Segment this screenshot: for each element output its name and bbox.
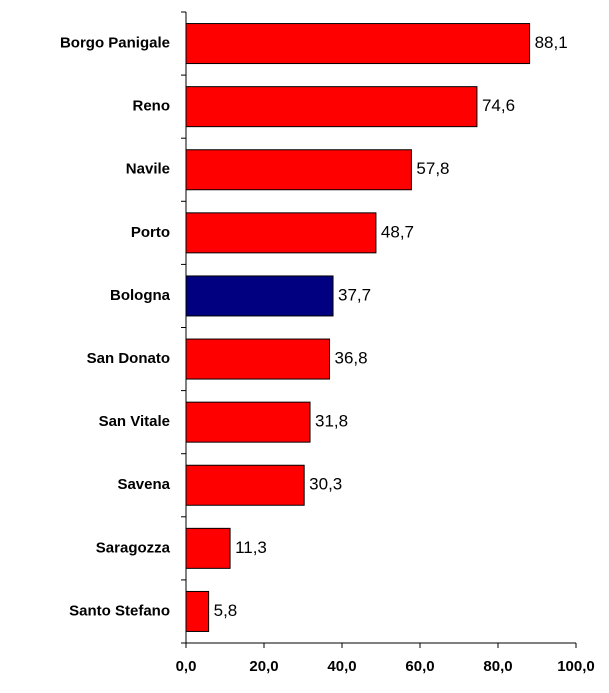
- category-label: Santo Stefano: [69, 602, 170, 619]
- bar: [185, 149, 412, 191]
- bar: [185, 464, 305, 506]
- value-label: 31,8: [315, 412, 348, 431]
- category-label: Reno: [133, 98, 171, 115]
- x-tick-label: 0,0: [176, 658, 197, 675]
- x-tick-label: 60,0: [405, 658, 434, 675]
- bar: [185, 590, 210, 632]
- category-label: Borgo Panigale: [60, 35, 170, 52]
- value-label: 5,8: [214, 601, 238, 620]
- bar: [185, 401, 311, 443]
- category-label: Savena: [117, 476, 170, 493]
- category-label: Navile: [126, 161, 170, 178]
- bar: [185, 86, 478, 128]
- value-label: 11,3: [235, 538, 267, 557]
- value-label: 30,3: [309, 475, 342, 494]
- value-label: 74,6: [482, 96, 515, 115]
- value-label: 57,8: [416, 159, 449, 178]
- value-label: 88,1: [535, 33, 568, 52]
- value-label: 37,7: [338, 285, 371, 304]
- category-label: Saragozza: [96, 539, 171, 556]
- bar: [185, 338, 331, 380]
- bar: [185, 23, 531, 65]
- bar: [185, 275, 334, 317]
- category-label: Bologna: [110, 287, 171, 304]
- category-label: Porto: [131, 224, 170, 241]
- bar: [185, 527, 231, 569]
- value-label: 48,7: [381, 222, 414, 241]
- x-tick-label: 80,0: [483, 658, 512, 675]
- category-label: San Vitale: [99, 413, 170, 430]
- category-label: San Donato: [87, 350, 170, 367]
- x-tick-label: 40,0: [327, 658, 356, 675]
- value-label: 36,8: [335, 349, 368, 368]
- bar: [185, 212, 377, 254]
- x-tick-label: 20,0: [249, 658, 278, 675]
- x-tick-label: 100,0: [557, 658, 595, 675]
